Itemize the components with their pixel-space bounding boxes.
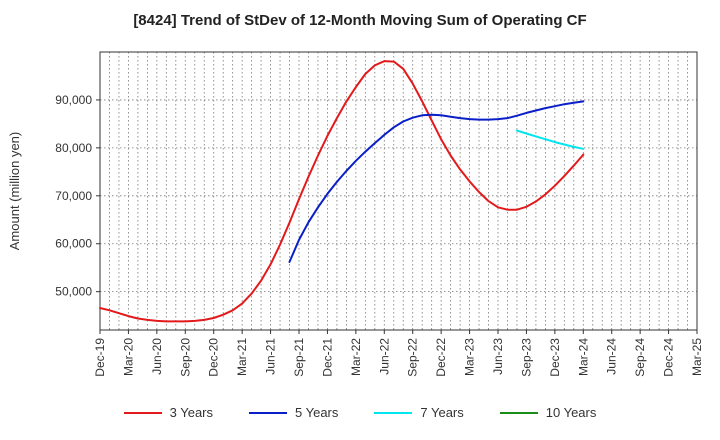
legend-item: 5 Years [249,405,338,420]
legend-label: 7 Years [420,405,464,420]
legend-item: 3 Years [123,405,213,420]
legend-label: 10 Years [545,405,597,420]
x-tick-label: Mar-24 [576,338,590,376]
x-tick-label: Mar-23 [463,338,477,376]
chart-legend: 3 Years 5 Years 7 Years 10 Years [0,405,720,420]
legend-label: 5 Years [295,405,339,420]
x-tick-label: Jun-20 [150,338,164,375]
x-tick-label: Sep-20 [178,338,192,377]
x-tick-label: Dec-20 [207,338,221,377]
x-tick-label: Dec-19 [93,338,107,377]
legend-swatch [249,411,287,414]
series-line-3-years [99,60,585,323]
legend-swatch [123,411,162,414]
y-tick-label: 80,000 [55,141,92,155]
legend-swatch [374,411,413,414]
y-tick-label: 60,000 [55,237,92,251]
x-tick-label: Dec-21 [320,338,334,377]
plot-border [99,51,698,331]
legend-item: 7 Years [374,405,464,420]
y-axis-title: Amount (million yen) [7,132,22,251]
series-line-7-years [516,129,585,150]
x-tick-label: Mar-20 [121,338,135,376]
x-tick-label: Dec-23 [548,338,562,377]
x-tick-label: Jun-22 [377,338,391,375]
x-tick-label: Sep-21 [292,338,306,377]
x-tick-label: Dec-22 [434,338,448,377]
x-tick-label: Jun-21 [264,338,278,375]
legend-swatch [499,411,538,414]
x-tick-label: Mar-25 [690,338,704,376]
x-tick-label: Jun-23 [491,338,505,375]
x-tick-label: Sep-22 [406,338,420,377]
chart-title: [8424] Trend of StDev of 12-Month Moving… [133,12,587,29]
y-tick-label: 50,000 [55,285,92,299]
x-tick-label: Sep-23 [519,338,533,377]
legend-item: 10 Years [499,405,597,420]
series-line-5-years [288,100,585,263]
y-tick-label: 90,000 [55,93,92,107]
x-tick-label: Dec-24 [662,338,676,377]
y-tick-label: 70,000 [55,189,92,203]
x-tick-label: Mar-21 [235,338,249,376]
x-tick-label: Mar-22 [349,338,363,376]
legend-label: 3 Years [169,405,213,420]
plot-area [100,52,697,330]
x-tick-label: Sep-24 [633,338,647,377]
x-tick-label: Jun-24 [605,338,619,375]
